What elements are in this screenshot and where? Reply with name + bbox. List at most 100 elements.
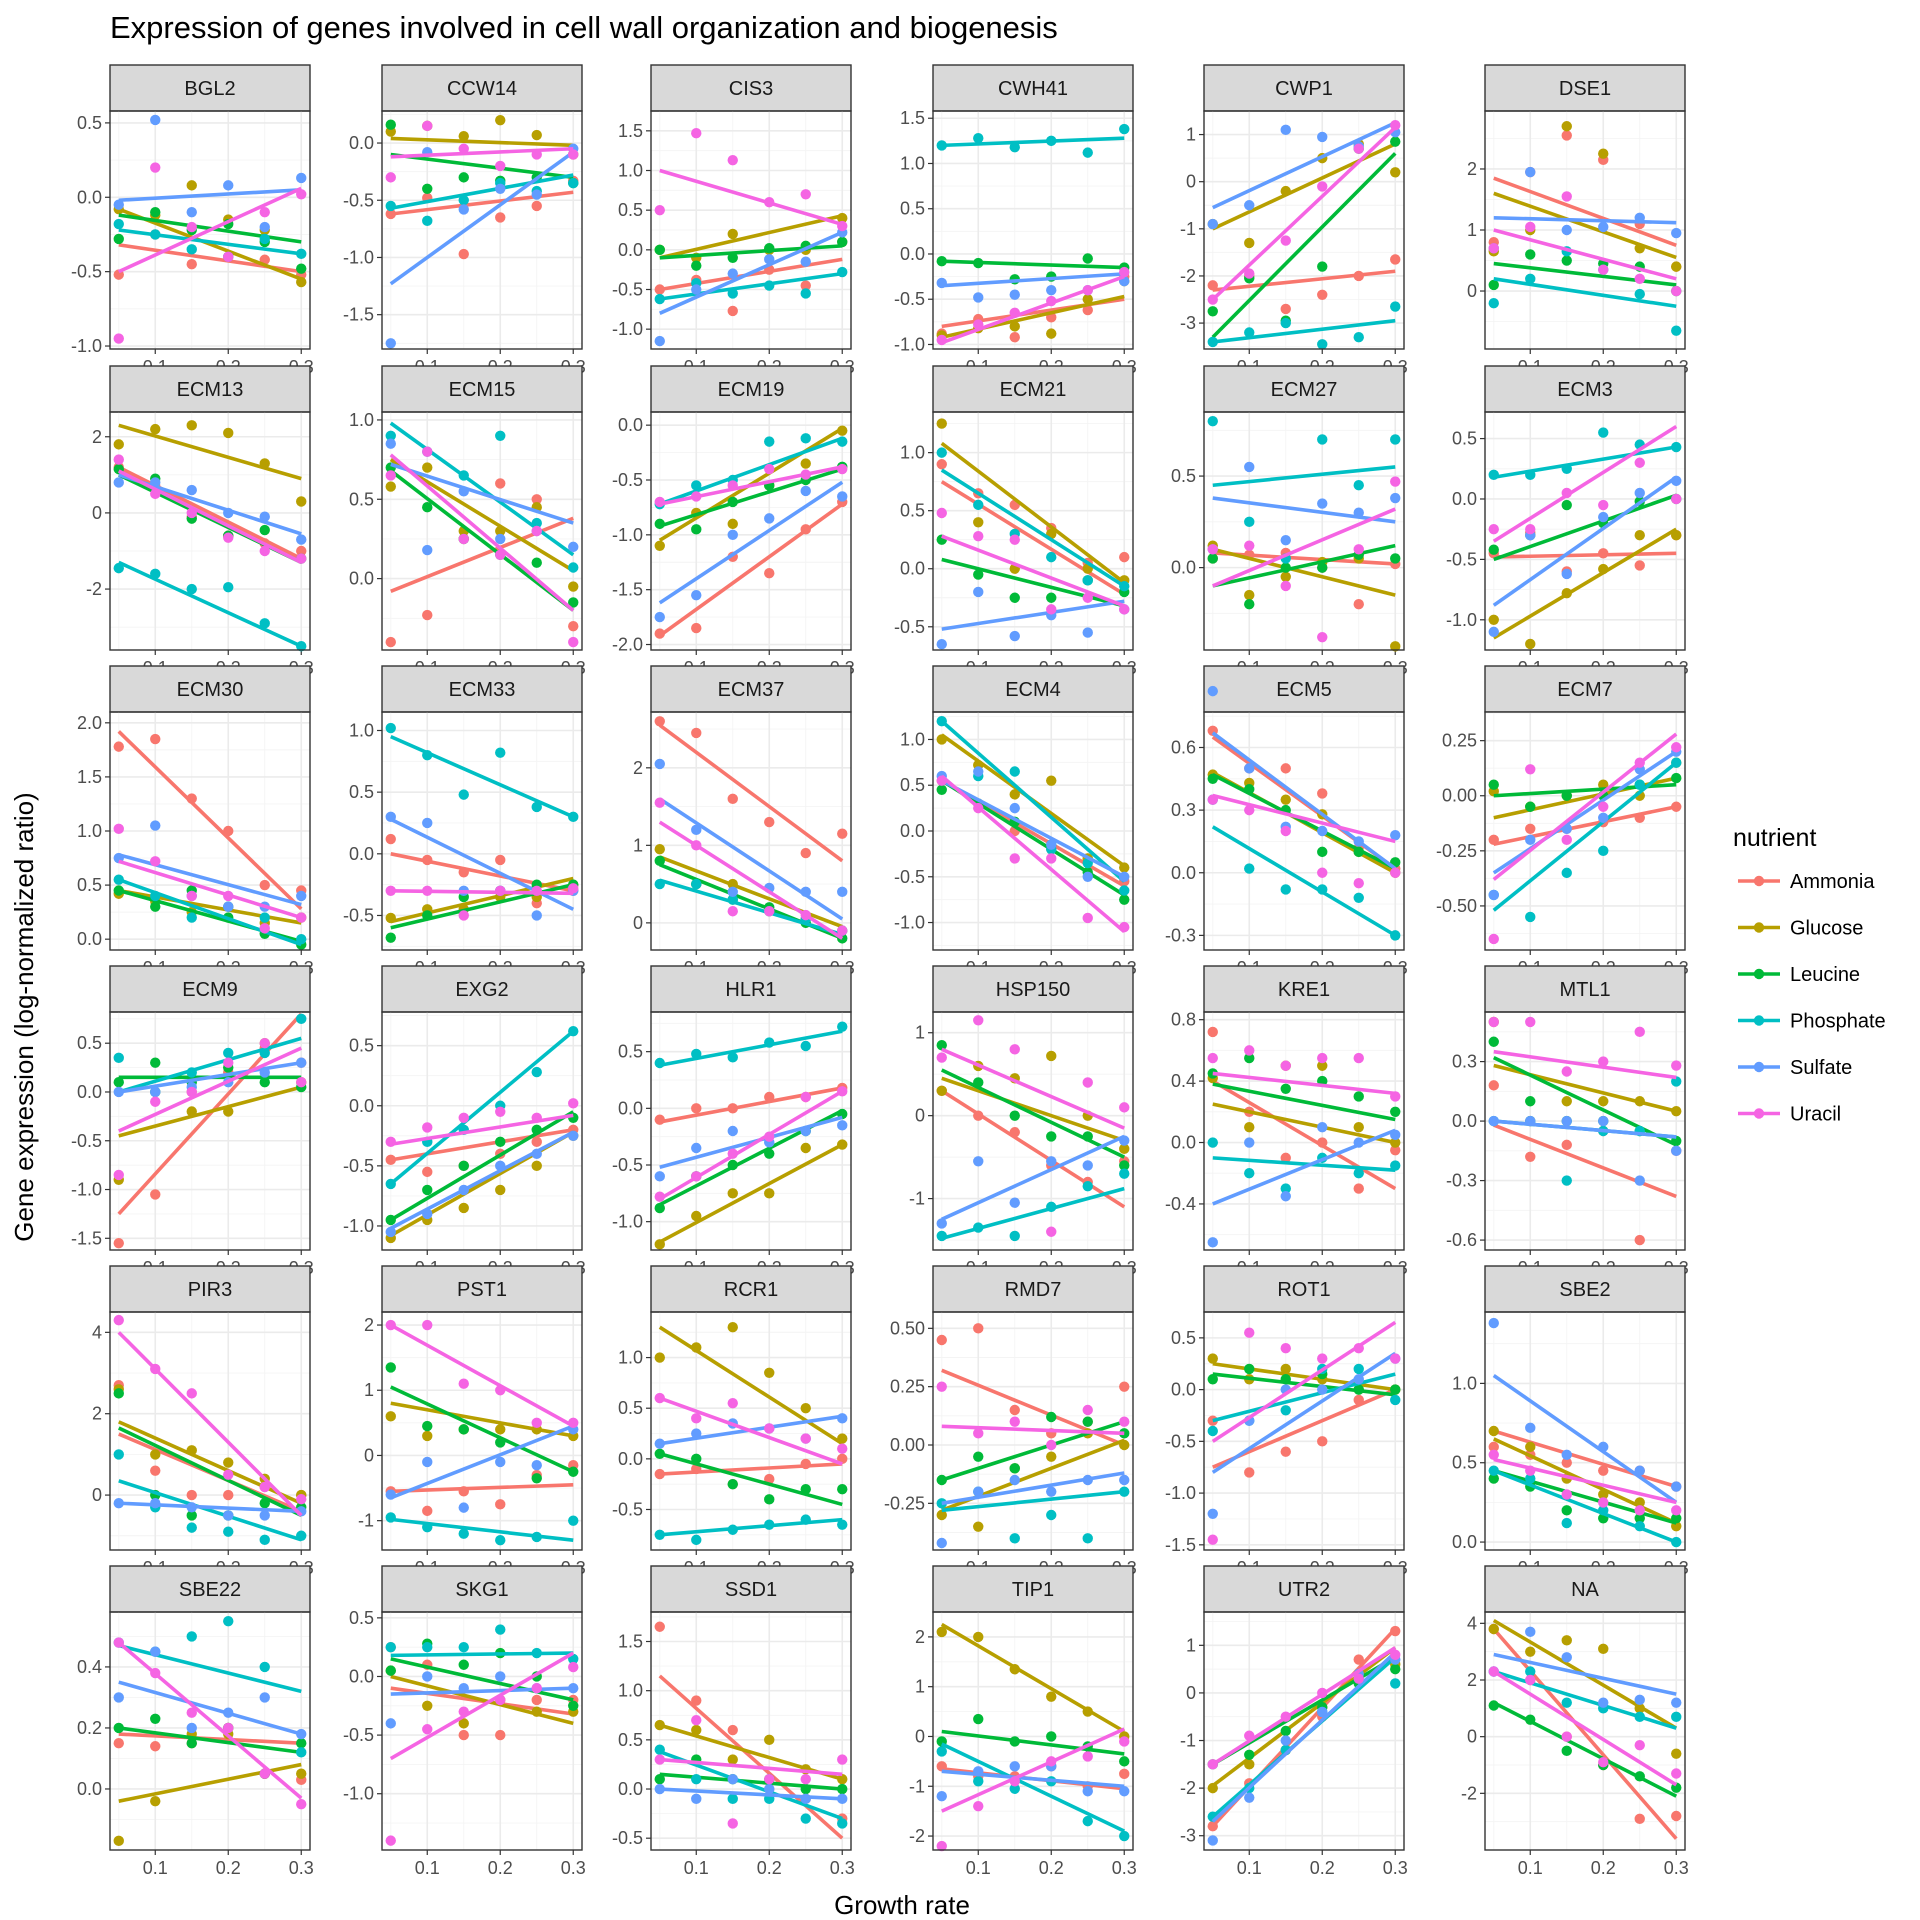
point-phosphate [1280, 317, 1291, 329]
point-phosphate [1317, 434, 1328, 445]
point-phosphate [691, 1534, 702, 1546]
point-uracil [1561, 191, 1572, 202]
point-glucose [727, 1188, 738, 1199]
y-tick-label: 1.0 [900, 729, 925, 749]
panel-frame [650, 711, 852, 951]
point-sulfate [1317, 1384, 1328, 1395]
y-tick-label: -0.4 [1165, 1194, 1196, 1214]
point-uracil [568, 1661, 579, 1673]
y-tick-label: 2 [364, 1315, 374, 1335]
point-sulfate [936, 1218, 947, 1229]
point-phosphate [837, 266, 848, 278]
point-ammonia [495, 1499, 506, 1510]
fit-line-sulfate [941, 1471, 1125, 1506]
facet-strip [381, 64, 583, 112]
fit-line-leucine [389, 1110, 575, 1222]
point-glucose [1046, 1050, 1057, 1062]
y-tick-label: 2 [92, 427, 102, 447]
x-tick-label: 0.1 [143, 1858, 168, 1878]
point-glucose [691, 1342, 702, 1353]
point-leucine [1561, 790, 1572, 801]
facet-strip [1484, 1265, 1686, 1313]
point-glucose [1671, 261, 1682, 272]
point-phosphate [1009, 1783, 1020, 1794]
y-tick-label: 0.5 [618, 1730, 643, 1750]
y-tick-label: -0.25 [884, 1493, 925, 1513]
point-leucine [973, 1077, 984, 1088]
point-uracil [1671, 742, 1682, 753]
point-glucose [1561, 588, 1572, 599]
point-uracil [1488, 1016, 1499, 1028]
point-leucine [936, 784, 947, 796]
y-tick-label: 0.0 [1171, 1133, 1196, 1153]
point-leucine [568, 597, 579, 608]
facet-label: SSD1 [725, 1579, 777, 1601]
point-leucine [1244, 599, 1255, 610]
point-uracil [1634, 1739, 1645, 1751]
point-uracil [1207, 544, 1218, 555]
point-leucine [422, 910, 433, 921]
fit-line-leucine [1212, 543, 1396, 588]
point-phosphate [727, 894, 738, 905]
point-glucose [654, 1239, 665, 1250]
facet-label: DSE1 [1559, 78, 1611, 100]
fit-line-phosphate [940, 468, 1126, 588]
point-sulfate [1317, 498, 1328, 509]
point-glucose [1353, 1121, 1364, 1133]
point-phosphate [973, 1222, 984, 1233]
y-tick-label: -0.3 [1165, 925, 1196, 945]
y-tick-label: 1 [1186, 125, 1196, 145]
point-sulfate [1009, 1761, 1020, 1772]
point-uracil [296, 1799, 307, 1810]
point-leucine [1119, 1428, 1130, 1439]
point-sulfate [1390, 1129, 1401, 1141]
point-leucine [1244, 1749, 1255, 1761]
fit-line-glucose [1211, 1646, 1397, 1788]
point-uracil [727, 1818, 738, 1829]
point-phosphate [113, 218, 124, 230]
panel-frame [1484, 1311, 1686, 1551]
facet-label: ECM13 [177, 379, 244, 401]
point-ammonia [422, 609, 433, 621]
point-ammonia [1353, 1394, 1364, 1406]
facet-label: ECM19 [718, 379, 785, 401]
point-uracil [113, 454, 124, 465]
facet-label: ECM21 [1000, 379, 1067, 401]
fit-line-ammonia [1493, 176, 1677, 247]
point-sulfate [764, 1783, 775, 1795]
point-phosphate [654, 293, 665, 305]
y-tick-label: -0.5 [71, 1131, 102, 1151]
point-glucose [495, 1424, 506, 1435]
point-sulfate [223, 1707, 234, 1718]
y-tick-label: 0.6 [1171, 737, 1196, 757]
fit-line-phosphate [659, 1517, 843, 1537]
fit-line-phosphate [118, 228, 302, 256]
point-leucine [495, 1437, 506, 1448]
point-leucine [1488, 1036, 1499, 1047]
fit-line-leucine [1492, 1701, 1678, 1798]
point-sulfate [296, 172, 307, 184]
facet-strip [109, 1265, 311, 1313]
y-tick-label: -1.5 [1165, 1535, 1196, 1555]
point-glucose [1280, 571, 1291, 582]
legend-key-point [1753, 968, 1765, 980]
point-uracil [654, 1191, 665, 1202]
point-leucine [1317, 261, 1328, 272]
fit-line-phosphate [1492, 761, 1678, 912]
point-ammonia [422, 854, 433, 866]
point-leucine [1525, 249, 1536, 260]
point-phosphate [1207, 1425, 1218, 1437]
point-glucose [531, 129, 542, 141]
point-sulfate [531, 1460, 542, 1471]
point-phosphate [259, 1661, 270, 1673]
point-ammonia [223, 825, 234, 837]
point-sulfate [1598, 511, 1609, 523]
y-tick-label: 1.0 [77, 821, 102, 841]
point-ammonia [150, 1465, 161, 1476]
point-uracil [422, 120, 433, 132]
point-glucose [1598, 1643, 1609, 1655]
y-tick-label: 1.5 [77, 767, 102, 787]
y-tick-label: -1.0 [343, 247, 374, 267]
point-sulfate [1280, 124, 1291, 136]
